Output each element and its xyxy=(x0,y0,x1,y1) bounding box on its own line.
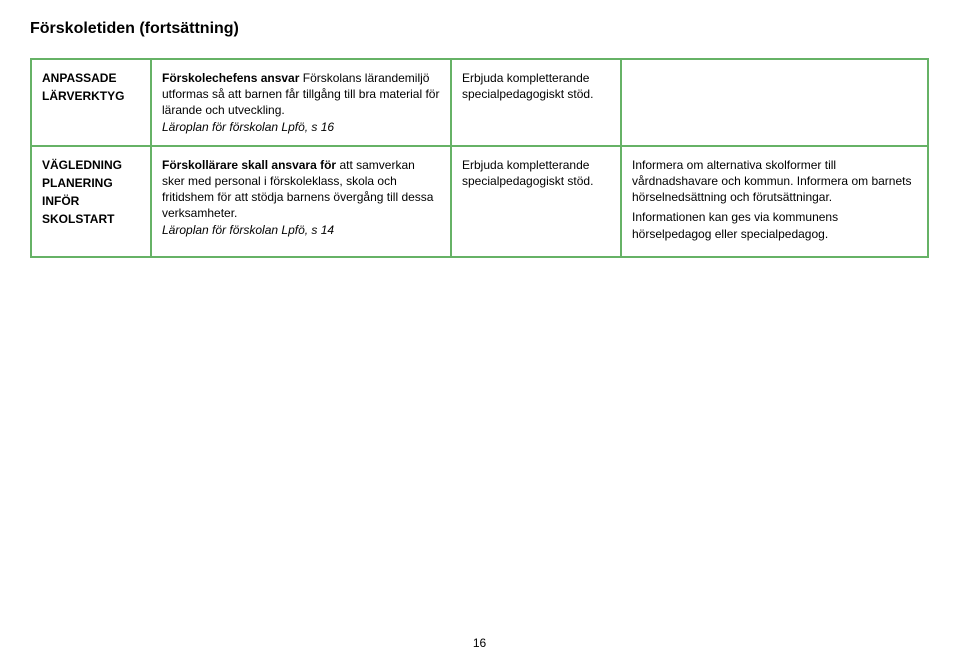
cell-info xyxy=(621,59,928,146)
source-text: Läroplan för förskolan Lpfö, s 14 xyxy=(162,222,440,238)
content-table: ANPASSADE LÄRVERKTYG Förskolechefens ans… xyxy=(30,58,929,258)
bold-intro: Förskollärare skall ansvara för xyxy=(162,158,336,172)
bold-intro: Förskolechefens ansvar xyxy=(162,71,299,85)
row-label-line: LÄRVERKTYG xyxy=(42,88,140,104)
table-row: ANPASSADE LÄRVERKTYG Förskolechefens ans… xyxy=(31,59,928,146)
row-label: ANPASSADE LÄRVERKTYG xyxy=(31,59,151,146)
cell-support: Erbjuda kompletterande specialpedagogisk… xyxy=(451,59,621,146)
cell-body: Förskolechefens ansvar Förskolans lärand… xyxy=(151,59,451,146)
page-title: Förskoletiden (fortsättning) xyxy=(30,20,929,38)
cell-info: Informera om alternativa skolformer till… xyxy=(621,146,928,257)
row-label: VÄGLEDNING PLANERING INFÖR SKOLSTART xyxy=(31,146,151,257)
table-row: VÄGLEDNING PLANERING INFÖR SKOLSTART För… xyxy=(31,146,928,257)
page-number: 16 xyxy=(0,636,959,650)
row-label-line: SKOLSTART xyxy=(42,211,140,227)
row-label-line: VÄGLEDNING xyxy=(42,157,140,173)
row-label-line: ANPASSADE xyxy=(42,70,140,86)
source-text: Läroplan för förskolan Lpfö, s 16 xyxy=(162,119,440,135)
info-paragraph: Informationen kan ges via kommunens hörs… xyxy=(632,209,917,241)
cell-body: Förskollärare skall ansvara för att samv… xyxy=(151,146,451,257)
cell-support: Erbjuda kompletterande specialpedagogisk… xyxy=(451,146,621,257)
row-label-line: PLANERING xyxy=(42,175,140,191)
row-label-line: INFÖR xyxy=(42,193,140,209)
info-paragraph: Informera om alternativa skolformer till… xyxy=(632,157,917,206)
